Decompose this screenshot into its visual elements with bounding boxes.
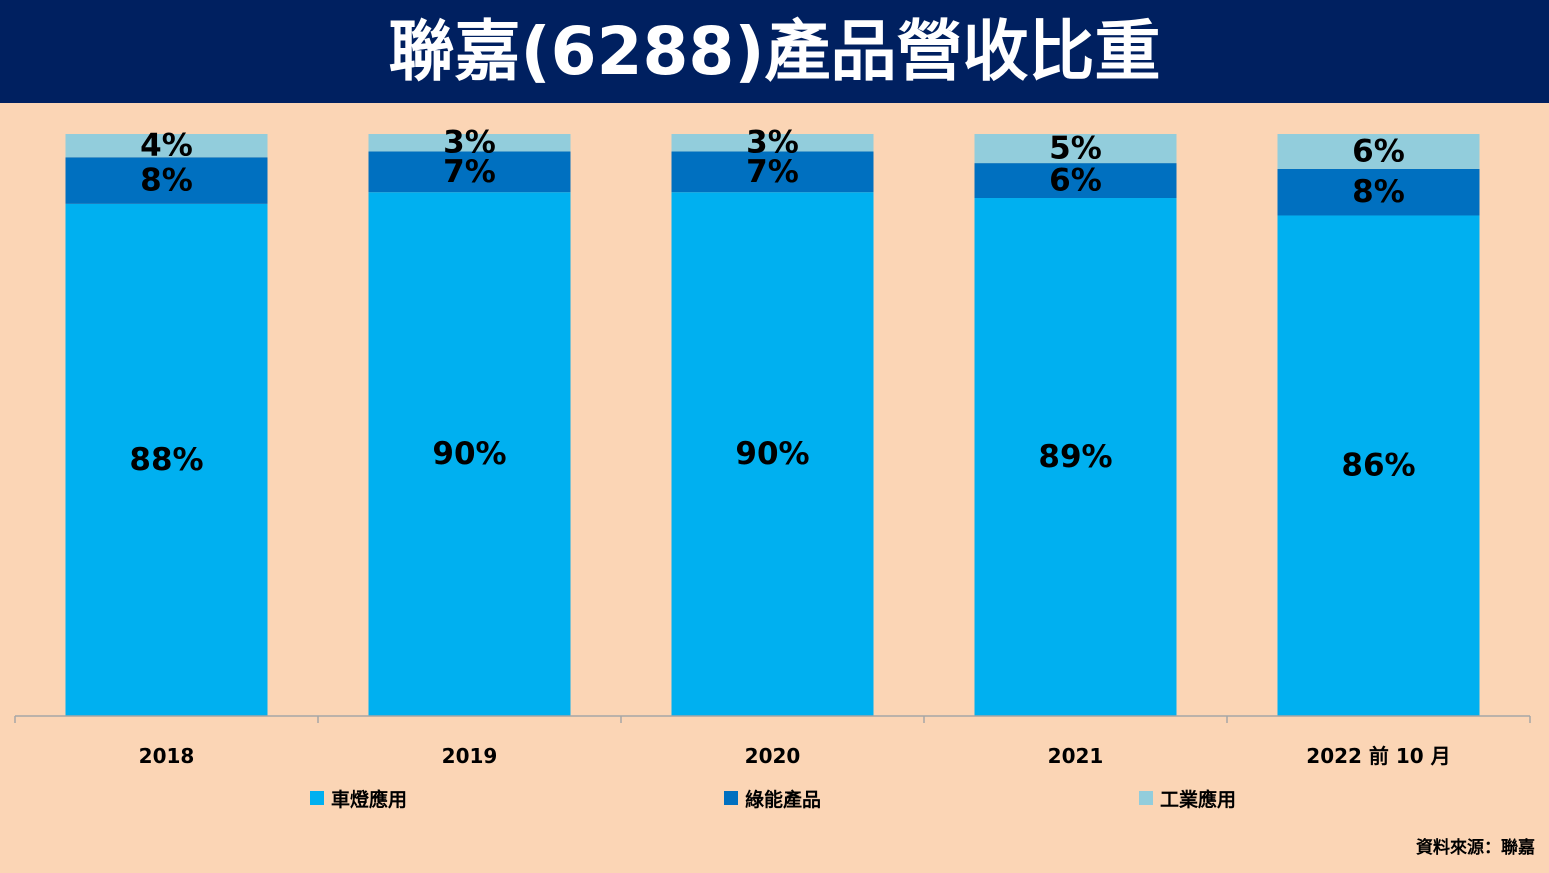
data-label-3-5: 6% bbox=[1352, 133, 1405, 169]
bar-segment-2-1 bbox=[65, 157, 268, 204]
data-label-2-5: 8% bbox=[1352, 174, 1405, 210]
bar-segment-1-3 bbox=[671, 192, 874, 716]
data-label-3-1: 4% bbox=[140, 128, 193, 164]
x-tick-label-3: 2020 bbox=[745, 744, 801, 768]
data-label-3-4: 5% bbox=[1049, 131, 1102, 167]
title-bar: 聯嘉(6288)產品營收比重 bbox=[0, 0, 1549, 103]
bar-segment-3-4 bbox=[974, 134, 1177, 164]
data-label-1-1: 88% bbox=[129, 442, 203, 478]
bar-segment-1-5 bbox=[1277, 215, 1480, 717]
legend-swatch-green-energy bbox=[724, 791, 738, 805]
legend-item-vehicle-lighting: 車燈應用 bbox=[310, 787, 408, 811]
bar-segment-2-4 bbox=[974, 163, 1177, 199]
x-tick-label-4: 2021 bbox=[1048, 744, 1104, 768]
bar-segment-2-5 bbox=[1277, 168, 1480, 216]
bar-segment-3-5 bbox=[1277, 134, 1480, 169]
bars-layer bbox=[65, 134, 1480, 717]
legend-item-industrial: 工業應用 bbox=[1139, 787, 1237, 811]
data-label-2-4: 6% bbox=[1049, 163, 1102, 199]
bar-segment-2-3 bbox=[671, 151, 874, 193]
data-label-1-3: 90% bbox=[735, 436, 809, 472]
data-label-2-1: 8% bbox=[140, 163, 193, 199]
data-label-2-2: 7% bbox=[443, 154, 496, 190]
data-label-3-2: 3% bbox=[443, 125, 496, 161]
data-label-2-3: 7% bbox=[746, 154, 799, 190]
bar-segment-3-2 bbox=[368, 134, 571, 152]
bar-segment-3-3 bbox=[671, 134, 874, 152]
x-axis: 2018 2019 2020 2021 2022 前 10 月 bbox=[14, 715, 1531, 768]
x-tick-label-1: 2018 bbox=[139, 744, 195, 768]
data-label-3-3: 3% bbox=[746, 125, 799, 161]
bar-segment-1-4 bbox=[974, 198, 1177, 716]
x-tick-label-2: 2019 bbox=[442, 744, 498, 768]
x-tick-label-5: 2022 前 10 月 bbox=[1306, 744, 1450, 768]
bar-segment-2-2 bbox=[368, 151, 571, 193]
legend-swatch-vehicle-lighting bbox=[310, 791, 324, 805]
legend-label-vehicle-lighting: 車燈應用 bbox=[331, 788, 408, 811]
data-labels-layer: 88%8%4%90%7%3%90%7%3%89%6%5%86%8%6% bbox=[129, 125, 1415, 484]
data-label-1-2: 90% bbox=[432, 436, 506, 472]
bar-segment-3-1 bbox=[65, 134, 268, 158]
page-title: 聯嘉(6288)產品營收比重 bbox=[388, 12, 1161, 90]
data-label-1-4: 89% bbox=[1038, 439, 1112, 475]
data-label-1-5: 86% bbox=[1341, 448, 1415, 484]
bar-segment-1-1 bbox=[65, 203, 268, 717]
legend-label-green-energy: 綠能產品 bbox=[745, 788, 822, 811]
source-note: 資料來源：聯嘉 bbox=[1416, 838, 1535, 858]
legend-swatch-industrial bbox=[1139, 791, 1153, 805]
legend-label-industrial: 工業應用 bbox=[1160, 788, 1237, 811]
bar-segment-1-2 bbox=[368, 192, 571, 716]
legend-item-green-energy: 綠能產品 bbox=[724, 787, 822, 811]
